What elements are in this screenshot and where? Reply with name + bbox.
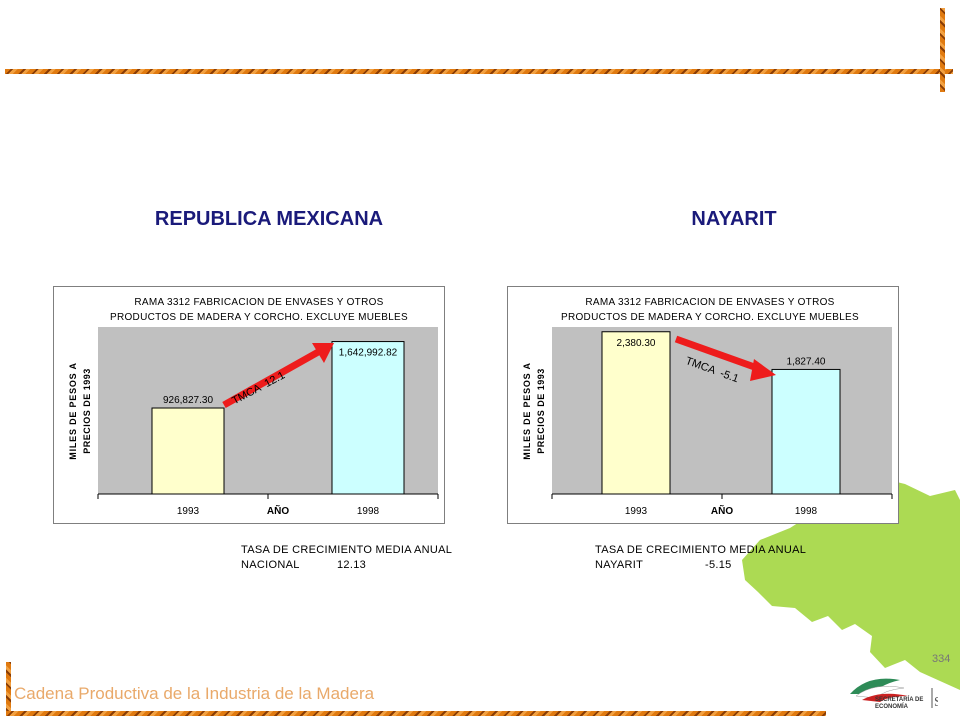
bar-1998: [771, 368, 841, 495]
left-chart: RAMA 3312 FABRICACION DE ENVASES Y OTROS…: [53, 286, 445, 524]
chart-title-line1: RAMA 3312 FABRICACION DE ENVASES Y OTROS: [134, 297, 383, 308]
chart-title-line1: RAMA 3312 FABRICACION DE ENVASES Y OTROS: [585, 297, 834, 308]
data-label-1998: 1,642,992.82: [339, 348, 398, 359]
chart-title-line2: PRODUCTOS DE MADERA Y CORCHO. EXCLUYE MU…: [110, 312, 408, 323]
right-region-title: NAYARIT: [691, 208, 777, 230]
chart-title-line2: PRODUCTOS DE MADERA Y CORCHO. EXCLUYE MU…: [561, 312, 859, 323]
tick-label-1998: 1998: [357, 506, 380, 517]
data-label-1993: 2,380.30: [617, 338, 656, 349]
bar-1993: [151, 407, 225, 495]
summary-value: -5.15: [705, 559, 732, 571]
x-axis-label: AÑO: [267, 504, 289, 517]
svg-text:SE: SE: [934, 695, 938, 710]
right-summary: TASA DE CRECIMIENTO MEDIA ANUAL NAYARIT -…: [595, 543, 806, 573]
summary-name: NACIONAL: [241, 559, 300, 571]
left-summary: TASA DE CRECIMIENTO MEDIA ANUAL NACIONAL…: [241, 543, 452, 573]
y-axis-label-line2: PRECIOS DE 1993: [82, 368, 92, 454]
bar-1998: [331, 341, 405, 495]
tick-label-1993: 1993: [177, 506, 200, 517]
summary-value: 12.13: [337, 559, 367, 571]
footer-stripe: [6, 711, 826, 716]
data-label-1993: 926,827.30: [163, 395, 213, 406]
logo-line2: ECONOMÍA: [875, 704, 908, 710]
left-chart-svg: RAMA 3312 FABRICACION DE ENVASES Y OTROS…: [68, 297, 439, 517]
summary-row: NACIONAL 12.13: [241, 558, 452, 573]
left-region-title: REPUBLICA MEXICANA: [154, 208, 384, 230]
header-stripe-vertical: [940, 8, 945, 92]
y-axis-label-line1: MILES DE PESOS A: [68, 362, 78, 459]
logo-text: SECRETARÍA DE ECONOMÍA: [875, 697, 923, 711]
header-stripe: [5, 69, 953, 74]
summary-name: NAYARIT: [595, 559, 644, 571]
right-chart-svg: RAMA 3312 FABRICACION DE ENVASES Y OTROS…: [522, 297, 893, 517]
logo-line1: SECRETARÍA DE: [875, 697, 924, 703]
summary-heading: TASA DE CRECIMIENTO MEDIA ANUAL: [241, 544, 453, 556]
growth-arrow: [222, 343, 334, 409]
tick-label-1993: 1993: [625, 506, 648, 517]
data-label-1998: 1,827.40: [787, 356, 826, 367]
footer-title: Cadena Productiva de la Industria de la …: [14, 684, 375, 703]
footer-stripe-vertical: [6, 662, 11, 716]
right-chart: RAMA 3312 FABRICACION DE ENVASES Y OTROS…: [507, 286, 899, 524]
growth-arrow: [674, 335, 776, 381]
page-number: 334: [932, 653, 951, 665]
x-axis-label: AÑO: [711, 504, 733, 517]
y-axis-label-line1: MILES DE PESOS A: [522, 362, 532, 459]
bar-1993: [601, 331, 671, 495]
tick-label-1998: 1998: [795, 506, 818, 517]
summary-heading: TASA DE CRECIMIENTO MEDIA ANUAL: [595, 544, 807, 556]
summary-row: NAYARIT -5.15: [595, 558, 806, 573]
y-axis-label-line2: PRECIOS DE 1993: [536, 368, 546, 454]
secretaria-economia-logo: SE: [850, 678, 938, 710]
